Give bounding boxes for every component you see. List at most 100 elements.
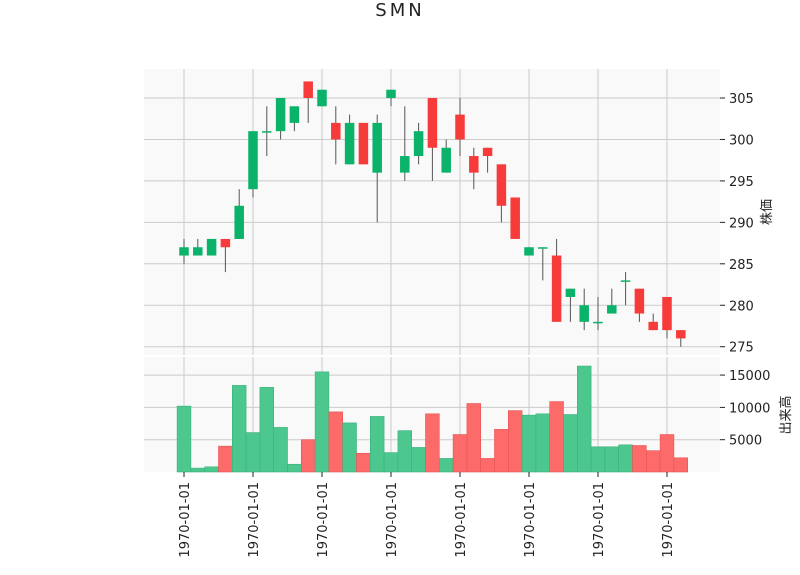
candle-body-up (275, 98, 286, 132)
price-tick-label: 290 (729, 216, 754, 231)
volume-bar (549, 401, 564, 473)
volume-bar (563, 414, 578, 473)
candle-body-up (620, 280, 631, 282)
candle (193, 238, 203, 256)
candle (593, 296, 603, 331)
volume-bar (480, 458, 495, 473)
volume-bar (204, 466, 219, 473)
candle-body-up (538, 247, 548, 249)
candle (634, 288, 645, 322)
candle-body-up (593, 321, 603, 324)
volume-bar (314, 371, 330, 473)
candle-body-down (358, 122, 369, 165)
candle-body-down (469, 156, 479, 173)
candle (262, 106, 272, 157)
candle-body-up (386, 89, 396, 99)
candle-body-down (496, 164, 507, 206)
x-tick-label: 1970-01-01 (661, 482, 676, 558)
volume-bar (494, 429, 509, 473)
candle-body-up (317, 89, 327, 107)
candle (648, 313, 658, 331)
volume-bar (245, 432, 261, 473)
volume-bar (466, 403, 481, 473)
candle (524, 247, 534, 256)
candle (386, 89, 396, 107)
volume-tick-label: 15000 (729, 369, 770, 384)
x-tick-label: 1970-01-01 (247, 482, 262, 558)
candle-body-up (193, 247, 203, 256)
candle-body-up (607, 305, 617, 314)
x-tick-label: 1970-01-01 (385, 482, 400, 558)
volume-bar (576, 365, 592, 473)
volume-bar (342, 422, 357, 473)
candle (344, 114, 355, 165)
candle-body-up (206, 238, 217, 256)
candle (206, 238, 217, 256)
price-tick-label: 305 (729, 92, 754, 107)
candle (469, 147, 479, 190)
price-tick-label: 275 (729, 341, 754, 356)
candle (317, 89, 327, 107)
candle (662, 296, 672, 339)
volume-bar (535, 413, 551, 473)
volume-bar (190, 467, 205, 473)
candle (551, 238, 562, 322)
candle-body-up (565, 288, 576, 297)
candle-body-up (289, 106, 300, 123)
x-axis: 1970-01-01 1970-01-01 1970-01-01 1970-01-01… (178, 472, 676, 558)
candle-body-down (662, 296, 672, 331)
price-tick-label: 280 (729, 299, 754, 314)
volume-bar (287, 463, 302, 473)
candle (248, 131, 258, 198)
candle (565, 288, 576, 322)
candle-body-down (551, 255, 562, 322)
volume-bar (232, 385, 247, 473)
candle-body-up (400, 156, 410, 173)
candle-body-down (634, 288, 645, 314)
x-tick-label: 1970-01-01 (454, 482, 469, 558)
candle-body-up (524, 247, 534, 256)
volume-bar (411, 447, 426, 473)
candle (331, 106, 341, 165)
candle-body-up (262, 131, 272, 133)
volume-bar (618, 444, 633, 473)
price-tick-label: 300 (729, 133, 754, 148)
chart-title: SMN (375, 0, 424, 21)
candle-body-down (427, 98, 438, 148)
price-tick-label: 285 (729, 258, 754, 273)
candle-body-up (344, 122, 355, 165)
volume-bar (438, 458, 454, 473)
volume-bar (356, 452, 371, 473)
price-tick-label: 295 (729, 175, 754, 190)
volume-axis: 5000 10000 15000 (720, 369, 770, 449)
volume-bar (328, 411, 343, 473)
volume-bar (369, 416, 385, 473)
candle-body-down (303, 81, 313, 99)
candle (413, 122, 424, 165)
candle-body-down (648, 321, 658, 331)
volume-bar (590, 446, 606, 473)
candle (538, 247, 548, 281)
volume-axis-label: 出来高 (778, 395, 794, 434)
candle (303, 81, 313, 123)
candle-body-up (441, 147, 451, 173)
volume-bar (259, 387, 274, 473)
volume-bars (176, 365, 689, 473)
candle (427, 98, 438, 181)
volume-bar (383, 452, 399, 473)
candle-body-down (510, 197, 520, 239)
candle (220, 238, 231, 273)
candle-body-down (482, 147, 493, 157)
volume-tick-label: 5000 (729, 434, 762, 449)
candle (289, 106, 300, 132)
price-axis: 275 280 285 290 295 300 305 (720, 92, 754, 356)
candle (179, 238, 189, 264)
candle (400, 106, 410, 181)
x-tick-label: 1970-01-01 (523, 482, 538, 558)
volume-bar (645, 450, 661, 473)
x-tick-label: 1970-01-01 (178, 482, 193, 558)
candle (455, 98, 465, 157)
candle-body-down (455, 114, 465, 140)
candle (441, 139, 451, 173)
